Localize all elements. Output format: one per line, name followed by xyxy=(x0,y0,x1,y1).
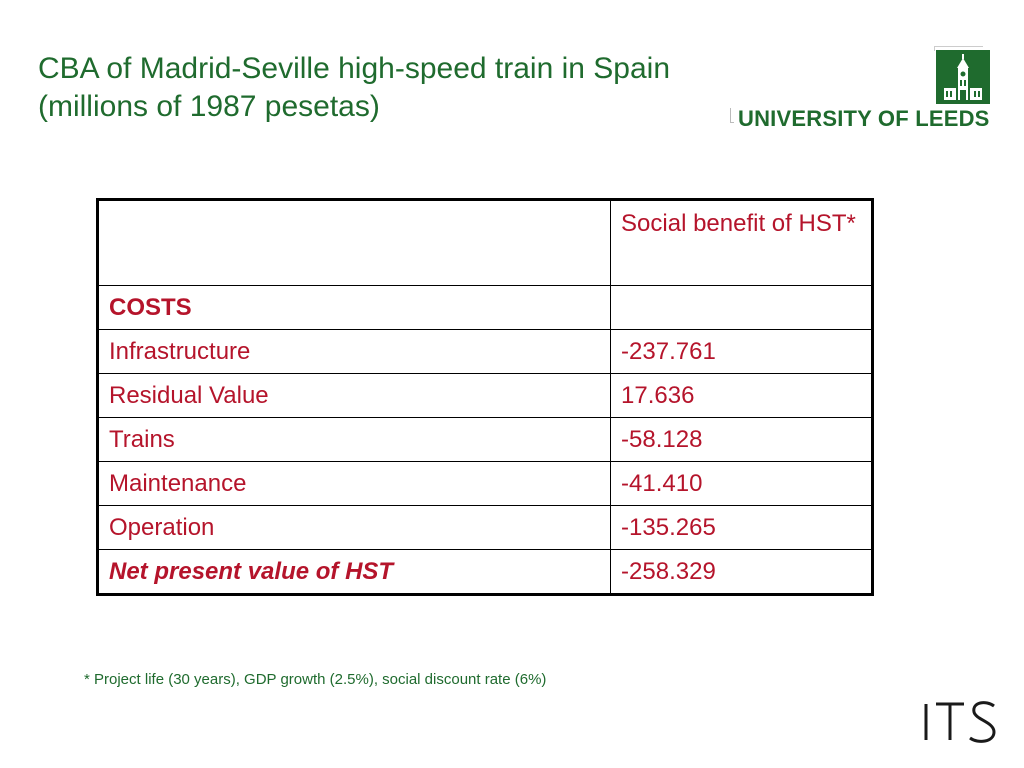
total-row: Net present value of HST -258.329 xyxy=(96,549,873,595)
its-logo xyxy=(924,701,996,743)
table-row: Trains -58.128 xyxy=(96,417,873,462)
section-value-empty xyxy=(610,285,873,330)
header-cell-social-benefit: Social benefit of HST* xyxy=(610,199,873,286)
total-value: -258.329 xyxy=(610,549,873,595)
row-label: Trains xyxy=(96,417,612,462)
row-value: -135.265 xyxy=(610,505,873,550)
total-label: Net present value of HST xyxy=(96,549,612,595)
header-cell-empty xyxy=(96,199,612,286)
slide-title-line-1: CBA of Madrid-Seville high-speed train i… xyxy=(38,52,671,85)
table-row: Residual Value 17.636 xyxy=(96,373,873,418)
row-value: 17.636 xyxy=(610,373,873,418)
logo-bracket-decoration xyxy=(934,46,983,51)
slide-title: CBA of Madrid-Seville high-speed train i… xyxy=(38,50,738,126)
row-label: Maintenance xyxy=(96,461,612,506)
university-name: UNIVERSITY OF LEEDS xyxy=(738,106,990,131)
table-row: Operation -135.265 xyxy=(96,505,873,550)
university-of-leeds-logo: UNIVERSITY OF LEEDS xyxy=(728,44,1004,134)
row-label: Infrastructure xyxy=(96,329,612,374)
logo-tick-decoration xyxy=(730,108,734,123)
row-value: -58.128 xyxy=(610,417,873,462)
footnote: * Project life (30 years), GDP growth (2… xyxy=(84,671,547,688)
table-row: Maintenance -41.410 xyxy=(96,461,873,506)
leeds-building-crest-icon xyxy=(936,50,990,104)
row-value: -41.410 xyxy=(610,461,873,506)
row-label: Operation xyxy=(96,505,612,550)
section-label-costs: COSTS xyxy=(96,285,612,330)
slide-title-line-2: (millions of 1987 pesetas) xyxy=(38,90,380,123)
row-value: -237.761 xyxy=(610,329,873,374)
table-header-row: Social benefit of HST* xyxy=(96,199,873,286)
table-row: Infrastructure -237.761 xyxy=(96,329,873,374)
row-label: Residual Value xyxy=(96,373,612,418)
section-row-costs: COSTS xyxy=(96,285,873,330)
cba-table: Social benefit of HST* COSTS Infrastruct… xyxy=(96,198,874,596)
